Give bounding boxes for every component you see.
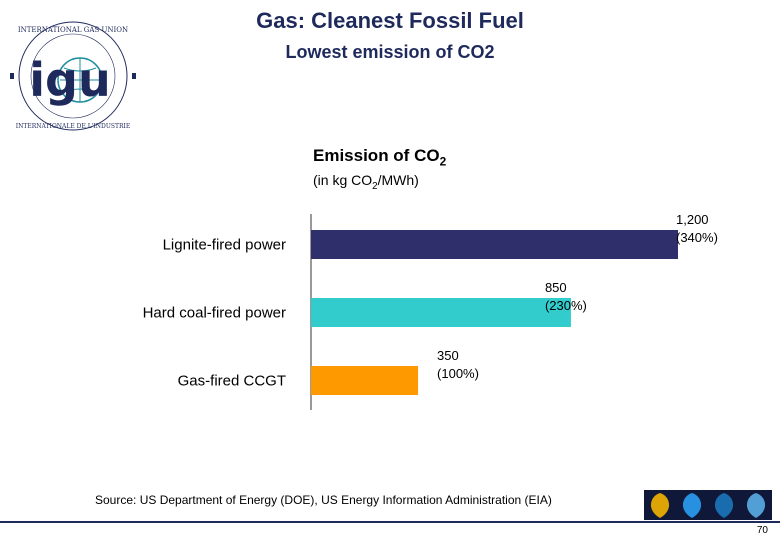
bar-chart: Lignite-fired power 1,200 (340%) Hard coal-… [143, 212, 718, 410]
slide-subtitle: Lowest emission of CO2 [285, 42, 495, 62]
bar [311, 230, 678, 259]
chart-title: Emission of CO2 [313, 146, 447, 169]
source-note: Source: US Department of Energy (DOE), U… [95, 493, 552, 507]
value-label: 850 [545, 280, 567, 295]
page-number: 70 [756, 525, 768, 536]
chart-unit: (in kg CO2/MWh) [313, 172, 419, 192]
footer-rule [0, 521, 780, 523]
percent-label: (100%) [437, 366, 479, 381]
flame-icon [682, 493, 702, 518]
bar [311, 366, 419, 395]
category-label: Hard coal-fired power [143, 305, 286, 322]
value-label: 1,200 [676, 212, 709, 227]
flame-icon [746, 493, 766, 518]
percent-label: (340%) [676, 230, 718, 245]
category-label: Lignite-fired power [163, 237, 286, 254]
slide-title: Gas: Cleanest Fossil Fuel [256, 8, 524, 33]
category-label: Gas-fired CCGT [178, 373, 286, 390]
flame-icon [714, 493, 734, 518]
svg-text:INTERNATIONALE DE L'INDUSTRIE: INTERNATIONALE DE L'INDUSTRIE [16, 123, 131, 130]
svg-text:INTERNATIONAL GAS UNION: INTERNATIONAL GAS UNION [18, 26, 128, 34]
value-label: 350 [437, 348, 459, 363]
bar [311, 298, 571, 327]
percent-label: (230%) [545, 298, 587, 313]
flames-decoration [644, 490, 772, 520]
flame-icon [650, 493, 670, 518]
logo-monogram: igu [29, 53, 110, 107]
igu-logo: INTERNATIONAL GAS UNION INTERNATIONALE D… [10, 21, 136, 131]
